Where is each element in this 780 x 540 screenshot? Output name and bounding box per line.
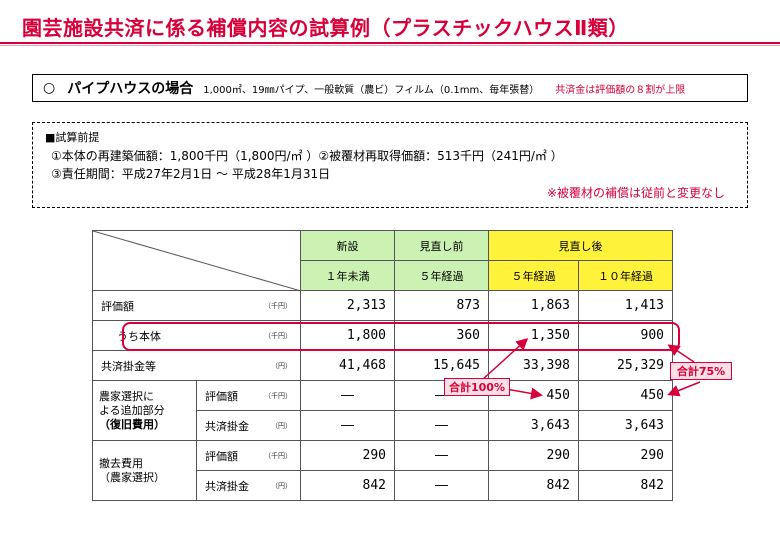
title-underline-shadow: [0, 45, 780, 46]
row-unit: （円）: [271, 361, 292, 370]
row-unit: （円）: [271, 481, 292, 490]
premise-heading: ■試算前提: [45, 131, 100, 144]
value-cell: 873: [394, 290, 489, 321]
value-cell: 3,643: [488, 410, 579, 441]
circle-bullet-icon: ○: [43, 80, 56, 96]
page-title: 園芸施設共済に係る補償内容の試算例（プラスチックハウスⅡ類）: [22, 16, 629, 40]
group-label-cell: 農家選択に よる追加部分 （復旧費用）: [92, 380, 197, 441]
group-label-line: （農家選択）: [99, 470, 165, 484]
value-cell: 842: [300, 470, 395, 501]
table-row: うち本体 （千円） 1,800 360 1,350 900: [92, 320, 673, 351]
value-cell: 900: [578, 320, 673, 351]
row-label-cell: 共済掛金等 （円）: [92, 350, 301, 381]
premise-line-1: ①本体の再建築価額：1,800千円（1,800円/㎡ ）②被覆材再取得価額：51…: [51, 149, 563, 163]
row-label: 評価額: [205, 389, 238, 403]
row-label: 共済掛金等: [101, 359, 156, 373]
table-row: 農家選択に よる追加部分 （復旧費用） 評価額 （千円） ― ― 450 450: [92, 380, 673, 441]
group-label-line: よる追加部分: [99, 403, 165, 417]
header-col-3: ５年経過: [488, 260, 579, 291]
value-cell: 842: [578, 470, 673, 501]
table-row: 評価額 （千円） 2,313 873 1,863 1,413: [92, 290, 673, 321]
premise-box: ■試算前提 ①本体の再建築価額：1,800千円（1,800円/㎡ ）②被覆材再取…: [32, 122, 748, 208]
row-label: 評価額: [205, 449, 238, 463]
value-cell: 41,468: [300, 350, 395, 381]
value-cell: ―: [394, 410, 489, 441]
value-cell: 290: [300, 440, 395, 471]
row-unit: （千円）: [264, 331, 292, 340]
header-after: 見直し後: [488, 230, 673, 261]
row-label: 共済掛金: [205, 479, 249, 493]
row-unit: （円）: [271, 421, 292, 430]
row-label-cell: 評価額 （千円）: [92, 290, 301, 321]
total-75-callout: 合計75%: [670, 362, 732, 380]
group-label-cell: 撤去費用 （農家選択）: [92, 440, 197, 501]
header-col-4: １０年経過: [578, 260, 673, 291]
value-cell: 33,398: [488, 350, 579, 381]
premise-line-2: ③責任期間：平成27年2月1日 ～ 平成28年1月31日: [51, 167, 331, 181]
value-cell: 1,863: [488, 290, 579, 321]
value-cell: 360: [394, 320, 489, 351]
row-label-cell: 共済掛金 （円）: [196, 410, 301, 441]
header-before: 見直し前: [394, 230, 489, 261]
row-label: うち本体: [117, 329, 161, 343]
value-cell: ―: [300, 410, 395, 441]
row-unit: （千円）: [264, 391, 292, 400]
value-cell: 290: [488, 440, 579, 471]
calculation-table: 新設 見直し前 見直し後 １年未満 ５年経過 ５年経過 １０年経過 評価額 （千…: [92, 230, 673, 501]
title-underline: [0, 42, 780, 44]
row-label-cell: 評価額 （千円）: [196, 440, 301, 471]
value-cell: ―: [394, 440, 489, 471]
diagonal-line: [93, 231, 301, 291]
group-label-line: （復旧費用）: [99, 417, 165, 431]
covering-note: ※被覆材の補償は従前と変更なし: [546, 186, 725, 200]
value-cell: ―: [394, 470, 489, 501]
value-cell: ―: [300, 380, 395, 411]
row-label: 評価額: [101, 299, 134, 313]
header-shinsetsu: 新設: [300, 230, 395, 261]
pipe-house-spec: 1,000㎡、19㎜パイプ、一般軟質（農ビ）フィルム（0.1mm、毎年張替）: [203, 84, 540, 96]
pipe-house-box: ○ パイプハウスの場合 1,000㎡、19㎜パイプ、一般軟質（農ビ）フィルム（0…: [32, 74, 748, 102]
value-cell: 3,643: [578, 410, 673, 441]
value-cell: 2,313: [300, 290, 395, 321]
group-label-line: 撤去費用: [99, 456, 143, 470]
value-cell: 290: [578, 440, 673, 471]
payout-limit-note: 共済金は評価額の８割が上限: [555, 84, 686, 96]
row-label-cell: うち本体 （千円）: [92, 320, 301, 351]
value-cell: 15,645: [394, 350, 489, 381]
pipe-house-heading: パイプハウスの場合: [67, 81, 194, 97]
value-cell: 1,413: [578, 290, 673, 321]
header-col-2: ５年経過: [394, 260, 489, 291]
row-label: 共済掛金: [205, 419, 249, 433]
row-unit: （千円）: [264, 301, 292, 310]
value-cell: 1,800: [300, 320, 395, 351]
value-cell: 842: [488, 470, 579, 501]
table-row: 共済掛金等 （円） 41,468 15,645 33,398 25,329: [92, 350, 673, 381]
table-row: 撤去費用 （農家選択） 評価額 （千円） 290 ― 290 290: [92, 440, 673, 501]
row-label-cell: 評価額 （千円）: [196, 380, 301, 411]
total-100-callout: 合計100%: [444, 378, 510, 396]
value-cell: 25,329: [578, 350, 673, 381]
group-label-line: 農家選択に: [99, 389, 154, 403]
row-label-cell: 共済掛金 （円）: [196, 470, 301, 501]
value-cell: 1,350: [488, 320, 579, 351]
table-row: 共済掛金 （円） ― ― 3,643 3,643: [93, 410, 673, 441]
table-row: 共済掛金 （円） 842 ― 842 842: [93, 470, 673, 501]
table-corner-cell: [92, 230, 301, 291]
value-cell: 450: [578, 380, 673, 411]
row-unit: （千円）: [264, 451, 292, 460]
header-col-1: １年未満: [300, 260, 395, 291]
